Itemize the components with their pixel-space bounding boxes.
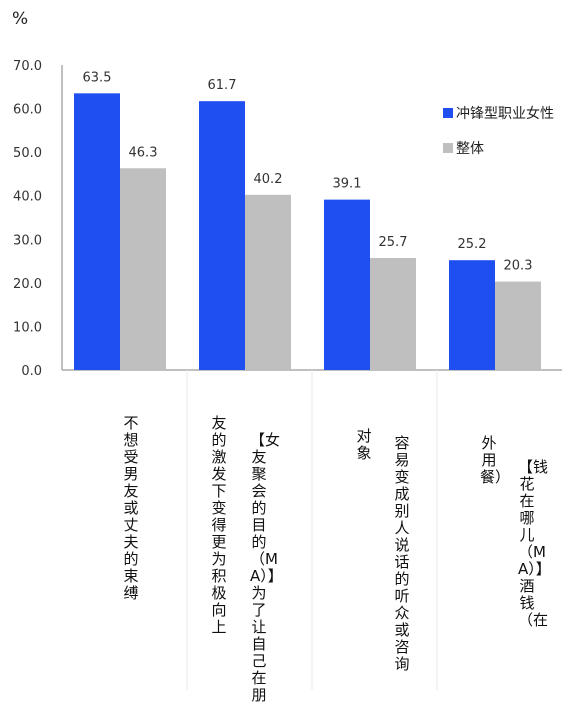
bar-series1 — [324, 199, 370, 370]
data-label: 61.7 — [208, 78, 237, 93]
category-label: 不想受男友或丈夫的束缚 — [123, 414, 139, 602]
category-label: 【女友聚会的目的（MA）】为了让自己在朋 — [250, 431, 283, 704]
y-unit-label: % — [12, 9, 28, 29]
data-label: 25.7 — [379, 235, 408, 250]
bar-series2 — [120, 168, 166, 370]
y-tick-label: 20.0 — [13, 277, 42, 292]
data-label: 40.2 — [254, 172, 283, 187]
y-tick-label: 0.0 — [21, 364, 42, 379]
data-label: 63.5 — [83, 70, 112, 85]
bar-series1 — [449, 260, 495, 370]
bar-series2 — [370, 258, 416, 370]
category-label: 容易变成别人说话的听众或咨询 — [394, 434, 410, 673]
category-label: 【钱花在哪儿（MA）】酒钱（在 — [518, 458, 551, 629]
data-label: 39.1 — [333, 177, 362, 192]
category-label: 对象 — [356, 427, 372, 462]
bar-series1 — [74, 93, 120, 371]
bar-series2 — [245, 194, 291, 370]
category-label: 友的激发下变得更为积极向上 — [211, 414, 227, 636]
data-label: 25.2 — [458, 237, 487, 252]
y-tick-label: 30.0 — [13, 233, 42, 248]
y-tick-label: 40.0 — [13, 190, 42, 205]
category-label: 外用餐） — [480, 434, 511, 486]
data-label: 20.3 — [504, 259, 533, 274]
bar-series1 — [199, 101, 245, 371]
y-tick-label: 70.0 — [13, 59, 42, 74]
legend-label: 整体 — [456, 141, 484, 157]
data-label: 46.3 — [129, 145, 158, 160]
legend-swatch — [443, 108, 453, 118]
y-tick-label: 60.0 — [13, 103, 42, 118]
y-tick-label: 50.0 — [13, 146, 42, 161]
legend-swatch — [443, 143, 453, 153]
bar-series2 — [495, 281, 541, 370]
y-tick-label: 10.0 — [13, 320, 42, 335]
legend-label: 冲锋型职业女性 — [456, 105, 554, 122]
